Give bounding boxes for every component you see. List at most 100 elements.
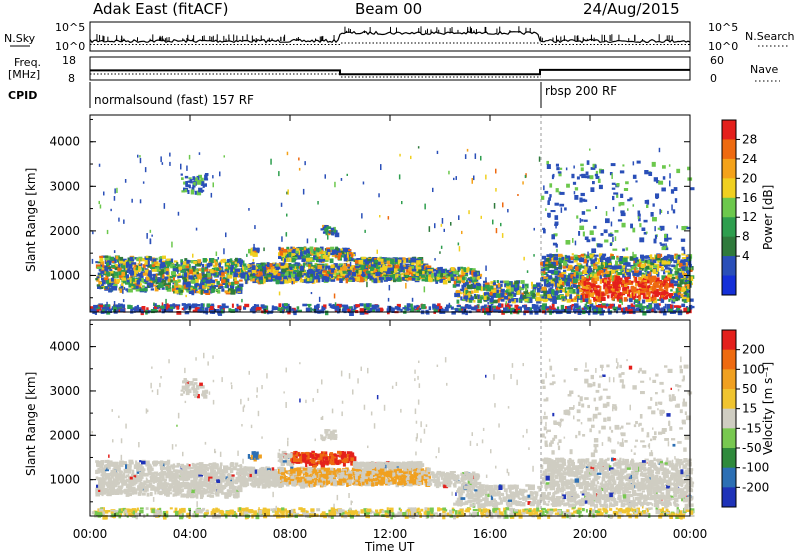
heatmap-cell [195, 177, 198, 182]
heatmap-cell [505, 285, 511, 289]
heatmap-cell [491, 305, 497, 309]
heatmap-cell [114, 259, 117, 264]
heatmap-cell [584, 303, 588, 308]
heatmap-cell [402, 257, 406, 261]
heatmap-cell [465, 304, 469, 309]
heatmap-cell [541, 305, 546, 310]
heatmap-cell [428, 276, 433, 282]
heatmap-cell [204, 307, 209, 311]
heatmap-cell [106, 229, 109, 235]
heatmap-cell [114, 304, 119, 308]
heatmap-cell [630, 303, 634, 308]
heatmap-cell [399, 153, 401, 157]
heatmap-cell [545, 208, 547, 211]
heatmap-cell [670, 189, 675, 194]
heatmap-cell [524, 299, 528, 302]
nave-series [90, 69, 690, 78]
heatmap-cell [542, 260, 546, 264]
heatmap-cell [624, 267, 627, 273]
heatmap-cell [170, 279, 174, 283]
heatmap-cell [308, 269, 314, 274]
heatmap-cell [548, 197, 551, 201]
heatmap-cell [462, 276, 465, 281]
heatmap-cell [97, 261, 101, 264]
heatmap-cell [611, 256, 615, 260]
heatmap-cell [653, 263, 656, 266]
heatmap-cell [563, 279, 569, 284]
heatmap-cell [489, 294, 492, 298]
heatmap-cell [118, 271, 122, 276]
heatmap-cell [315, 272, 320, 278]
heatmap-cell [661, 260, 667, 265]
heatmap-cell [321, 275, 326, 278]
heatmap-cell [531, 304, 536, 309]
heatmap-cell [367, 258, 372, 262]
heatmap-cell [533, 284, 537, 287]
heatmap-cell [349, 272, 353, 276]
heatmap-cell [471, 178, 473, 184]
heatmap-cell [223, 248, 225, 255]
heatmap-cell [307, 273, 311, 278]
heatmap-cell [601, 272, 605, 277]
heatmap-cell [151, 269, 157, 272]
heatmap-cell [148, 277, 153, 282]
heatmap-cell [637, 210, 641, 214]
heatmap-cell [559, 273, 564, 278]
heatmap-cell [175, 266, 181, 269]
heatmap-cell [573, 284, 578, 288]
heatmap-cell [593, 254, 599, 257]
heatmap-cell [595, 304, 601, 309]
heatmap-cell [576, 215, 579, 219]
heatmap-cell [524, 283, 529, 289]
heatmap-cell [558, 172, 562, 177]
heatmap-cell [378, 263, 382, 267]
heatmap-cell [605, 264, 608, 268]
heatmap-cell [548, 288, 554, 294]
heatmap-cell [133, 256, 135, 260]
heatmap-cell [245, 265, 248, 269]
heatmap-cell [495, 168, 497, 174]
heatmap-cell [482, 308, 485, 313]
heatmap-cell [200, 177, 204, 182]
heatmap-cell [137, 154, 139, 158]
heatmap-cell [125, 281, 130, 285]
heatmap-cell [653, 265, 658, 268]
heatmap-cell [485, 294, 489, 298]
heatmap-cell [358, 259, 364, 265]
heatmap-cell [644, 276, 649, 279]
heatmap-cell [229, 290, 232, 293]
heatmap-cell [400, 263, 403, 267]
heatmap-cell [585, 280, 589, 283]
heatmap-cell [623, 262, 627, 266]
heatmap-cell [138, 278, 142, 281]
heatmap-cell [133, 284, 136, 289]
heatmap-cell [320, 228, 326, 231]
heatmap-cell [347, 276, 349, 280]
heatmap-cell [474, 277, 479, 282]
heatmap-cell [221, 274, 225, 280]
heatmap-cell [529, 307, 532, 311]
heatmap-cell [326, 226, 332, 229]
heatmap-cell [378, 276, 382, 281]
heatmap-cell [134, 283, 140, 288]
heatmap-cell [183, 306, 188, 310]
heatmap-cell [473, 299, 476, 303]
heatmap-cell [451, 269, 454, 275]
heatmap-cell [123, 268, 128, 273]
heatmap-cell [623, 257, 628, 263]
heatmap-cell [272, 276, 275, 282]
heatmap-cell [587, 295, 591, 299]
heatmap-cell [624, 278, 629, 283]
heatmap-cell [477, 294, 480, 300]
heatmap-cell [641, 257, 644, 261]
heatmap-cell [172, 280, 176, 283]
heatmap-cell [149, 282, 154, 288]
heatmap-cell [185, 294, 187, 298]
heatmap-cell [196, 271, 199, 275]
heatmap-cell [445, 275, 449, 278]
heatmap-cell [490, 296, 494, 299]
heatmap-cell [320, 254, 323, 260]
heatmap-cell [538, 156, 541, 162]
heatmap-cell [586, 306, 592, 310]
heatmap-cell [183, 181, 187, 185]
